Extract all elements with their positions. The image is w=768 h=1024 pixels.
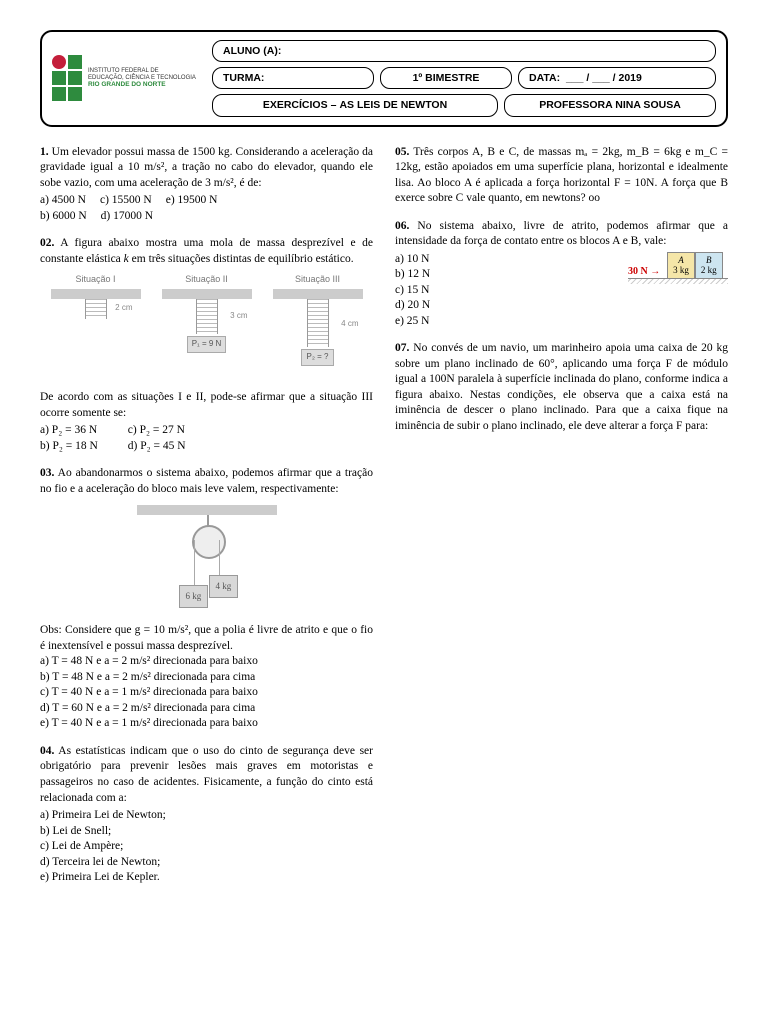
logo-icon xyxy=(52,55,82,101)
aluno-field: ALUNO (A): xyxy=(212,40,716,62)
pulley-diagram: 6 kg 4 kg xyxy=(40,505,373,615)
logo-text: INSTITUTO FEDERAL DE EDUCAÇÃO, CIÊNCIA E… xyxy=(88,68,196,88)
turma-field: TURMA: xyxy=(212,67,374,89)
header-box: INSTITUTO FEDERAL DE EDUCAÇÃO, CIÊNCIA E… xyxy=(40,30,728,127)
question-1: 1. Um elevador possui massa de 1500 kg. … xyxy=(40,145,373,225)
question-6: 06. No sistema abaixo, livre de atrito, … xyxy=(395,219,728,330)
bimestre-field: 1º BIMESTRE xyxy=(380,67,512,89)
question-4: 04. As estatísticas indicam que o uso do… xyxy=(40,744,373,886)
pulley-icon xyxy=(192,525,226,559)
title-field: EXERCÍCIOS – AS LEIS DE NEWTON xyxy=(212,94,498,116)
springs-diagram: Situação I 2 cm Situação II 3 cm P₁ = 9 … xyxy=(40,273,373,384)
block-a: A3 kg xyxy=(667,252,695,280)
worksheet-page: INSTITUTO FEDERAL DE EDUCAÇÃO, CIÊNCIA E… xyxy=(0,0,768,1024)
logo-block: INSTITUTO FEDERAL DE EDUCAÇÃO, CIÊNCIA E… xyxy=(52,55,202,101)
block-b: B2 kg xyxy=(695,252,723,280)
question-2: 02. A figura abaixo mostra uma mola de m… xyxy=(40,236,373,454)
question-3: 03. Ao abandonarmos o sistema abaixo, po… xyxy=(40,466,373,732)
data-field: DATA: ___ / ___ / 2019 xyxy=(518,67,716,89)
header-fields: ALUNO (A): TURMA: 1º BIMESTRE DATA: ___ … xyxy=(212,40,716,117)
question-5: 05. Três corpos A, B e C, de massas mₐ =… xyxy=(395,145,728,207)
professor-field: PROFESSORA NINA SOUSA xyxy=(504,94,716,116)
question-7: 07. No convés de um navio, um marinheiro… xyxy=(395,341,728,434)
blocks-diagram: 30 N → A3 kgB2 kg xyxy=(628,252,728,285)
questions-content: 1. Um elevador possui massa de 1500 kg. … xyxy=(40,145,728,945)
force-arrow-icon: 30 N → xyxy=(628,265,660,279)
